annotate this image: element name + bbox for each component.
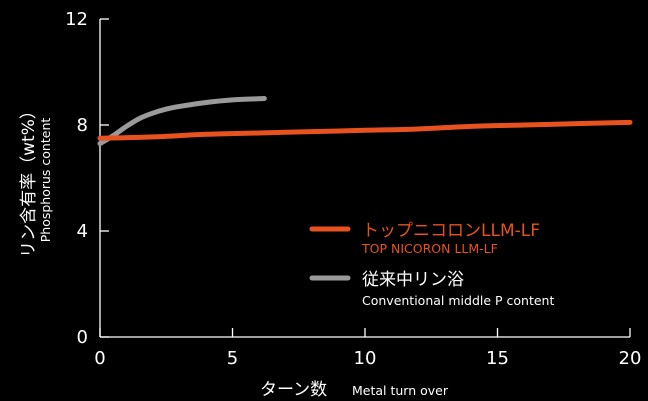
series-line-conventional [97,96,267,147]
y-tick-label: 12 [65,9,88,30]
axes: 0 4 8 12 0 5 10 15 20 [65,9,641,369]
y-axis-label-sub: Phosphorus content [38,118,53,243]
x-axis-label-sub: Metal turn over [352,383,449,398]
y-axis-label: リン含有率（wt%） Phosphorus content [19,102,53,258]
x-tick-label: 15 [486,348,509,369]
legend-label-conventional: 従来中リン浴 [362,270,464,290]
legend: トップニコロンLLM-LF TOP NICORON LLM-LF 従来中リン浴 … [309,221,554,308]
x-tick-label: 0 [94,348,105,369]
legend-sublabel-conventional: Conventional middle P content [362,293,554,308]
series-line-top-nicoron [97,119,633,141]
y-tick-label: 0 [77,327,88,348]
y-tick-label: 4 [77,221,88,242]
x-axis-label-main: ターン数 [260,380,327,400]
y-axis-label-main: リン含有率（wt%） [19,102,39,258]
legend-sublabel-top-nicoron: TOP NICORON LLM-LF [361,241,498,256]
x-tick-label: 20 [619,348,642,369]
series-lines [97,96,633,147]
legend-label-top-nicoron: トップニコロンLLM-LF [362,221,540,241]
x-axis-label: ターン数 Metal turn over [260,380,449,400]
x-tick-label: 5 [227,348,238,369]
y-tick-label: 8 [77,115,88,136]
x-tick-label: 10 [354,348,377,369]
